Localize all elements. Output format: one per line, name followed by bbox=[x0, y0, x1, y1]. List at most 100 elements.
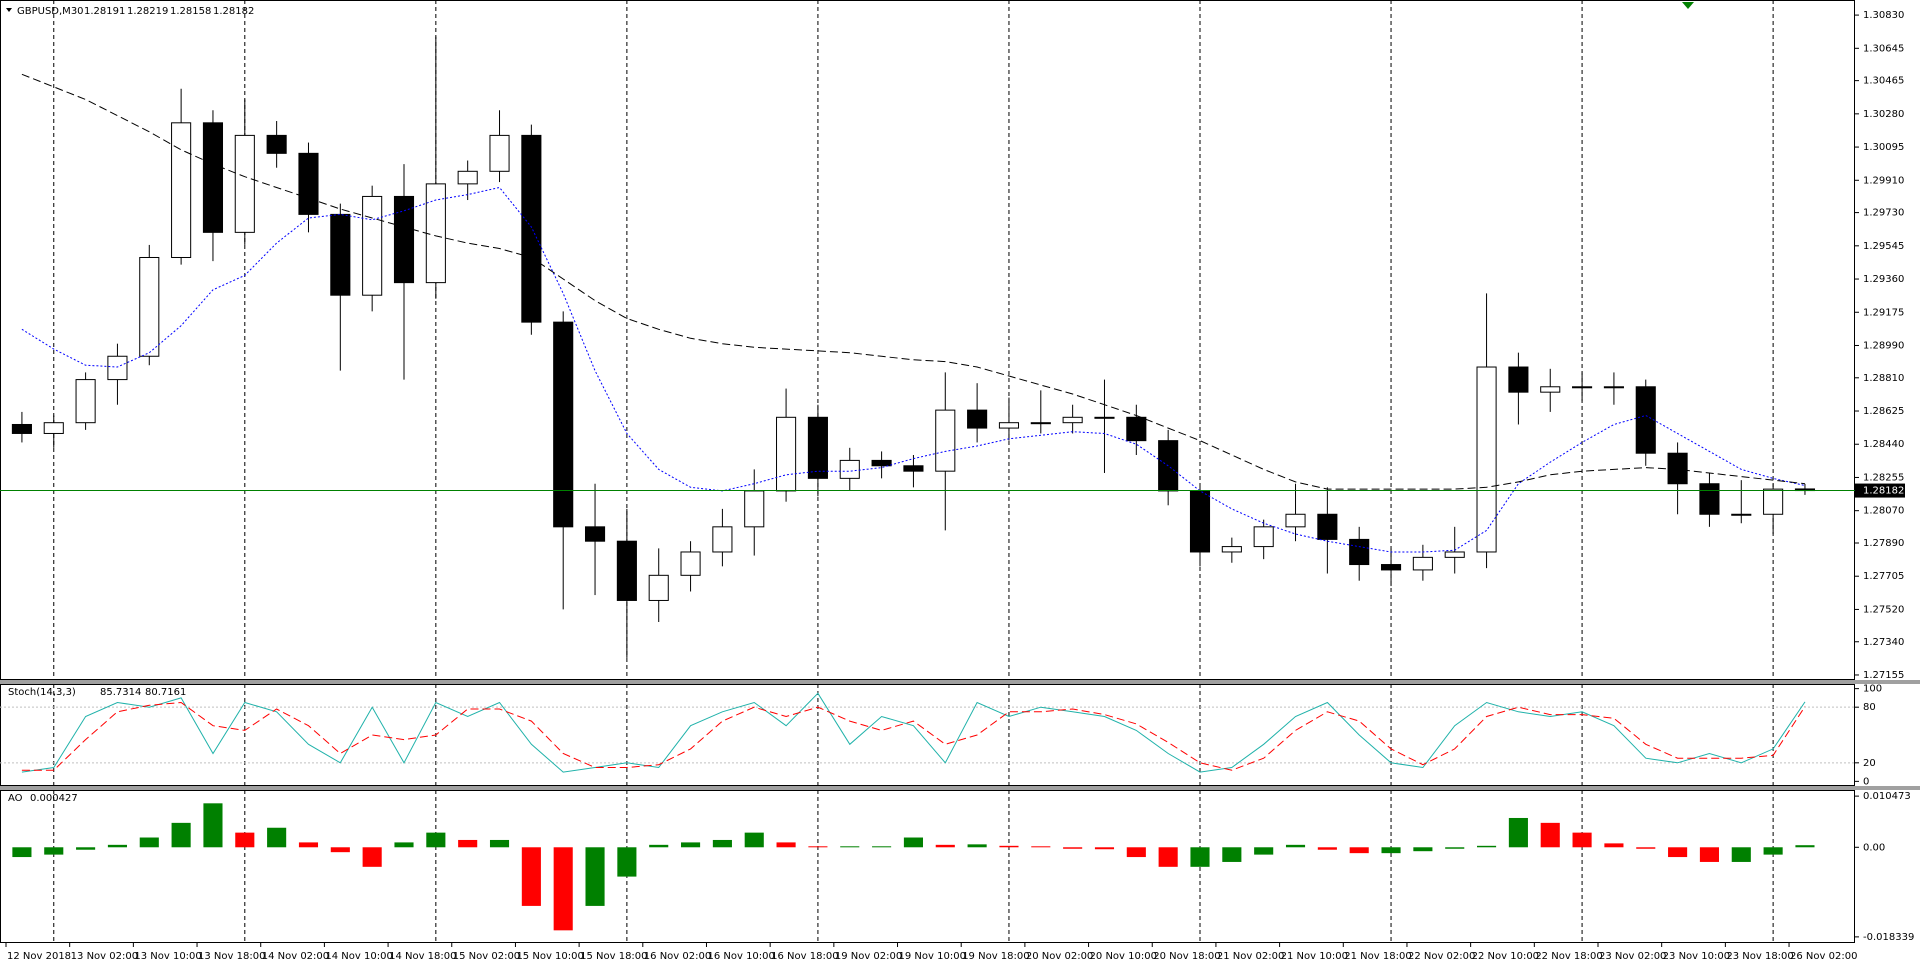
ao-bar bbox=[1285, 844, 1306, 848]
y-tick-label: 1.27155 bbox=[1863, 670, 1904, 681]
candle-body bbox=[1572, 386, 1593, 389]
candle-body bbox=[266, 134, 287, 154]
ao-bar bbox=[1094, 847, 1115, 850]
ao-bar bbox=[394, 842, 414, 848]
ao-bar bbox=[458, 839, 478, 848]
ao-bar bbox=[1795, 845, 1815, 848]
candle-body bbox=[1094, 416, 1115, 419]
x-tick-label: 23 Nov 10:00 bbox=[1663, 951, 1730, 962]
ao-bar bbox=[1317, 847, 1337, 850]
ao-bar bbox=[1158, 847, 1178, 867]
menu-arrow[interactable] bbox=[6, 8, 12, 12]
ao-bar bbox=[649, 844, 669, 848]
candle-body bbox=[521, 134, 542, 323]
candle-body bbox=[202, 122, 224, 233]
stoch-panel-frame bbox=[0, 684, 1855, 786]
y-tick-label: 1.29360 bbox=[1863, 274, 1904, 285]
x-tick-label: 22 Nov 02:00 bbox=[1408, 951, 1475, 962]
price-label-box bbox=[1855, 483, 1905, 498]
ao-bar bbox=[171, 822, 191, 848]
x-tick-label: 21 Nov 18:00 bbox=[1344, 951, 1411, 962]
ao-title: AO bbox=[8, 793, 23, 804]
ao-bar bbox=[1636, 847, 1656, 849]
x-tick-label: 14 Nov 02:00 bbox=[262, 951, 329, 962]
ao-bar bbox=[1699, 847, 1719, 862]
ao-bar bbox=[1413, 847, 1433, 852]
high-price: 1.28219 bbox=[127, 6, 168, 17]
y-tick-label: 1.28810 bbox=[1863, 373, 1904, 384]
x-tick-label: 16 Nov 10:00 bbox=[707, 951, 774, 962]
ao-bar bbox=[1031, 846, 1051, 848]
ao-bar bbox=[235, 832, 255, 848]
price-label: 1.28182 bbox=[1863, 486, 1904, 497]
candle-body bbox=[967, 409, 988, 429]
ao-bar bbox=[808, 846, 828, 848]
x-tick-label: 20 Nov 18:00 bbox=[1153, 951, 1220, 962]
x-tick-label: 16 Nov 02:00 bbox=[644, 951, 711, 962]
y-tick-label: 1.29730 bbox=[1863, 208, 1904, 219]
ao-bar bbox=[107, 844, 127, 848]
ao-bar bbox=[1381, 847, 1401, 854]
candle-body bbox=[935, 409, 956, 472]
candle-body bbox=[1062, 416, 1083, 424]
candle-body bbox=[1317, 513, 1338, 540]
x-tick-label: 12 Nov 2018 bbox=[7, 951, 71, 962]
candle-body bbox=[1540, 386, 1561, 393]
ao-bar bbox=[1668, 847, 1688, 858]
candle-body bbox=[43, 422, 64, 434]
y-tick-label: 1.30095 bbox=[1863, 142, 1904, 153]
ao-bar bbox=[1763, 847, 1783, 855]
candle-body bbox=[234, 134, 255, 233]
x-tick-label: 23 Nov 18:00 bbox=[1726, 951, 1793, 962]
candle-body bbox=[584, 526, 606, 542]
candle-body bbox=[712, 526, 733, 553]
x-tick-label: 13 Nov 02:00 bbox=[71, 951, 138, 962]
x-tick-label: 20 Nov 10:00 bbox=[1090, 951, 1157, 962]
x-tick-label: 13 Nov 10:00 bbox=[134, 951, 201, 962]
candle-body bbox=[903, 465, 924, 472]
candle-body bbox=[1508, 366, 1529, 393]
x-tick-label: 13 Nov 18:00 bbox=[198, 951, 265, 962]
ao-bar bbox=[330, 847, 350, 853]
candle-body bbox=[807, 416, 828, 479]
y-tick-label: 0 bbox=[1863, 776, 1869, 787]
ao-bar bbox=[999, 845, 1019, 848]
ao-bar bbox=[712, 839, 732, 848]
ao-bar bbox=[1604, 843, 1624, 848]
ao-bar bbox=[1731, 847, 1751, 862]
y-tick-label: 1.30280 bbox=[1863, 109, 1904, 120]
x-tick-label: 15 Nov 18:00 bbox=[580, 951, 647, 962]
y-tick-label: 1.28255 bbox=[1863, 472, 1904, 483]
x-tick-label: 14 Nov 18:00 bbox=[389, 951, 456, 962]
x-tick-label: 15 Nov 02:00 bbox=[453, 951, 520, 962]
candle-body bbox=[1635, 386, 1656, 454]
candle-body bbox=[1349, 538, 1370, 566]
ao-bar bbox=[44, 847, 64, 855]
ao-bar bbox=[1540, 822, 1560, 848]
y-tick-label: 80 bbox=[1863, 702, 1876, 713]
candle-body bbox=[1285, 513, 1306, 528]
ao-bar bbox=[553, 847, 573, 931]
ao-bar bbox=[1477, 845, 1497, 848]
x-tick-label: 20 Nov 02:00 bbox=[1026, 951, 1093, 962]
candle-body bbox=[1221, 546, 1242, 553]
x-tick-label: 19 Nov 02:00 bbox=[835, 951, 902, 962]
candle-body bbox=[1412, 556, 1433, 571]
candle-body bbox=[871, 459, 892, 467]
candle-body bbox=[998, 422, 1020, 429]
candle-body bbox=[1380, 564, 1402, 571]
candle-body bbox=[489, 134, 510, 172]
y-tick-label: 100 bbox=[1863, 684, 1882, 695]
ao-bar bbox=[967, 844, 987, 848]
x-tick-label: 19 Nov 18:00 bbox=[962, 951, 1029, 962]
y-tick-label: 1.29545 bbox=[1863, 241, 1904, 252]
ao-bar bbox=[1508, 817, 1528, 848]
ao-bar bbox=[776, 842, 796, 848]
candle-body bbox=[1667, 452, 1688, 485]
ao-bar bbox=[426, 832, 446, 848]
candle-body bbox=[839, 459, 860, 479]
stoch-title: Stoch(14,3,3) bbox=[8, 687, 76, 698]
x-tick-label: 21 Nov 10:00 bbox=[1281, 951, 1348, 962]
ao-bar bbox=[139, 837, 159, 848]
ao-bar bbox=[872, 846, 892, 848]
